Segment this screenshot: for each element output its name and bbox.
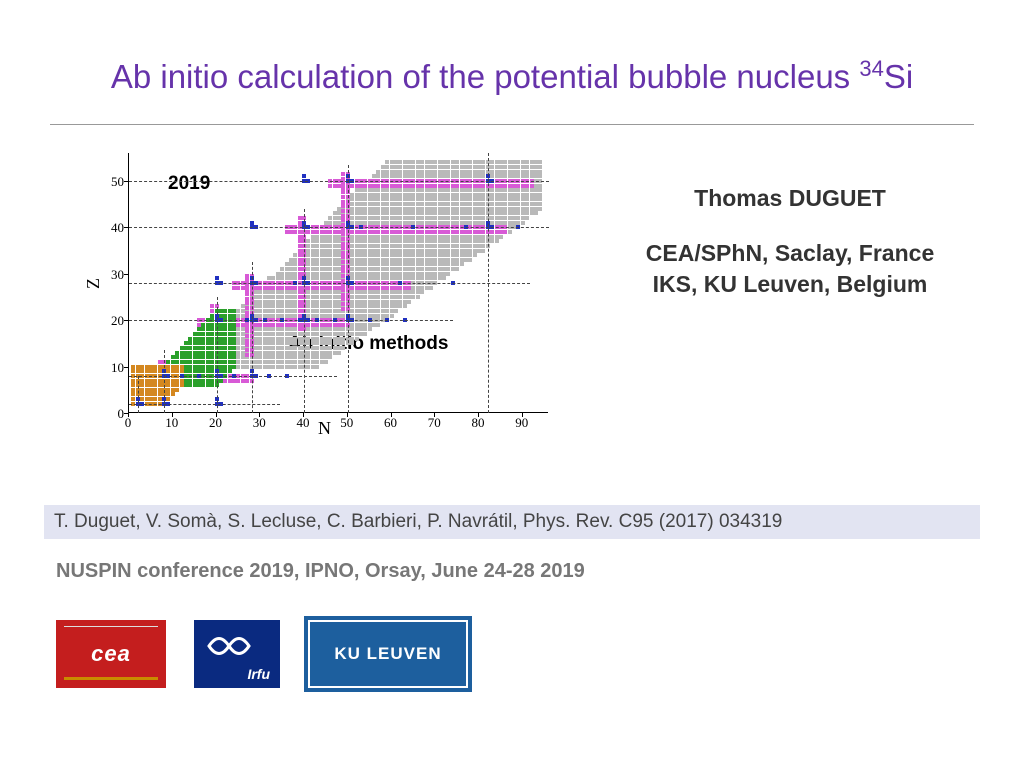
author-block: Thomas DUGUET CEA/SPhN, Saclay, France I… xyxy=(600,183,980,300)
kuleuven-logo: KU LEUVEN xyxy=(308,620,468,688)
nuclide-chart: 2019 Ab initio methods Z N 0102030405001… xyxy=(48,143,538,443)
irfu-logo: Irfu xyxy=(194,620,280,688)
logo-row: cea Irfu KU LEUVEN xyxy=(56,620,468,688)
cea-logo: cea xyxy=(56,620,166,688)
author-affiliation-2: IKS, KU Leuven, Belgium xyxy=(600,269,980,300)
chart-plot-area xyxy=(128,153,548,413)
citation-bar: T. Duguet, V. Somà, S. Lecluse, C. Barbi… xyxy=(44,505,980,539)
conference-line: NUSPIN conference 2019, IPNO, Orsay, Jun… xyxy=(56,560,585,583)
author-name: Thomas DUGUET xyxy=(600,183,980,214)
title-divider xyxy=(50,124,974,125)
chart-xlabel: N xyxy=(318,418,331,439)
author-affiliation-1: CEA/SPhN, Saclay, France xyxy=(600,238,980,269)
slide-title: Ab initio calculation of the potential b… xyxy=(0,0,1024,96)
